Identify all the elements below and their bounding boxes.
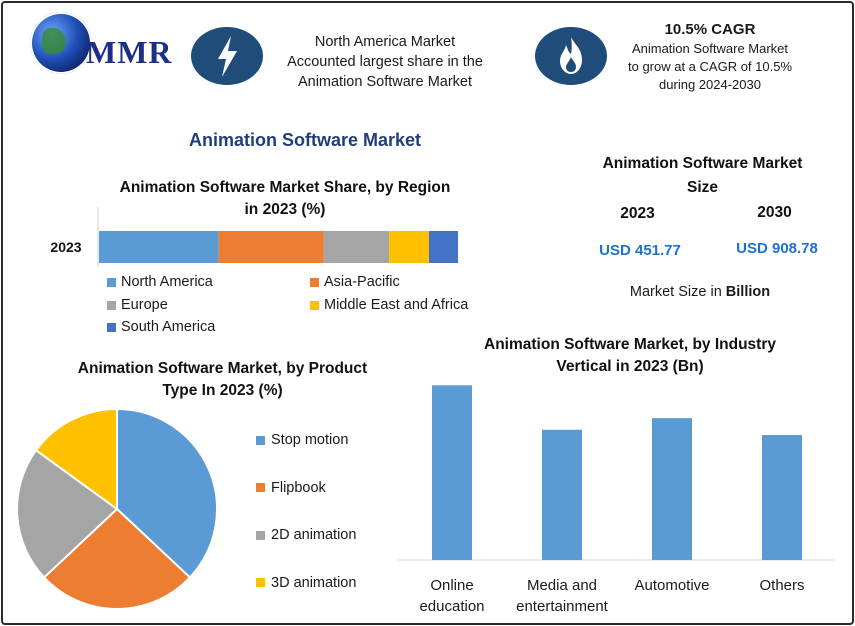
legend-item-2d-animation: 2D animation	[256, 527, 356, 543]
pie-slice-stop-motion	[116, 407, 218, 579]
legend-item-middle-east-africa: Middle East and Africa	[310, 297, 468, 313]
category-label-online-education: Online	[430, 577, 473, 594]
south-america-swatch	[107, 322, 116, 332]
3d-animation-swatch	[256, 578, 265, 587]
product-pie-chart	[16, 407, 218, 610]
cagr-title: 10.5% CAGR	[664, 21, 756, 38]
europe-swatch	[107, 300, 116, 310]
lightning-icon	[191, 27, 263, 85]
bar-segment-middle-east-and-africa	[389, 231, 429, 263]
industry-bar-chart: Online education Media and entertainment Aut…	[397, 385, 835, 612]
legend-item-north-america: North America	[107, 274, 213, 290]
legend-item-europe: Europe	[107, 297, 168, 313]
bar-media-and-entertainment	[542, 429, 582, 560]
region-stacked-bar-chart: 2023	[50, 207, 458, 267]
bar-segment-asia-pacific	[218, 231, 324, 263]
category-label-2023: 2023	[50, 239, 81, 255]
category-label-media-and-entertainment: Media and	[527, 577, 597, 594]
logo-text: MMR	[86, 34, 173, 70]
product-chart-title: Animation Software Market, by Product Ty…	[77, 360, 368, 399]
asia-pacific-swatch	[310, 277, 319, 287]
bar-segment-south-america	[428, 231, 458, 263]
cagr-block: 10.5% CAGR Animation Software Market to …	[605, 20, 815, 94]
legend-item-stop-motion: Stop motion	[256, 432, 348, 448]
logo-globe-icon	[30, 12, 92, 74]
bar-automotive	[652, 418, 692, 560]
legend-item-3d-animation: 3D animation	[256, 575, 356, 591]
market-size-unit-note: Market Size in Billion	[629, 284, 771, 300]
legend-label: 3D animation	[271, 574, 357, 591]
category-label-online-education: education	[419, 598, 484, 612]
north-america-note: North America Market Accounted largest s…	[287, 34, 483, 90]
stop-motion-swatch	[256, 435, 265, 445]
legend-item-south-america: South America	[107, 319, 215, 335]
market-size-2030-value: USD 908.78	[736, 240, 818, 257]
region-chart-title: Animation Software Market Share, by Regi…	[119, 179, 451, 218]
flame-icon	[535, 27, 607, 85]
pie-slice-3d-animation	[34, 407, 118, 511]
category-label-automotive: Automotive	[634, 577, 709, 594]
pie-slice-flipbook	[42, 507, 192, 610]
market-size-title: Animation Software Market Size	[602, 155, 803, 196]
bar-online-education	[432, 385, 472, 560]
bar-segment-north-america	[99, 231, 219, 263]
year-2023-label: 2023	[620, 205, 655, 222]
industry-chart-title: Animation Software Market, by Industry V…	[484, 336, 776, 375]
legend-label: 2D animation	[271, 527, 357, 543]
main-title: Animation Software Market	[188, 130, 422, 150]
bar-others	[762, 435, 802, 560]
north-america-swatch	[107, 277, 116, 287]
2d-animation-swatch	[256, 530, 265, 540]
category-label-others: Others	[759, 577, 804, 594]
flipbook-swatch	[256, 483, 265, 492]
market-size-2023-value: USD 451.77	[599, 242, 681, 259]
middle-east-africa-swatch	[310, 300, 319, 310]
legend-item-flipbook: Flipbook	[256, 480, 326, 496]
legend-label: Stop motion	[271, 432, 349, 448]
bar-segment-europe	[323, 231, 390, 263]
category-label-media-and-entertainment: entertainment	[516, 598, 609, 612]
legend-item-asia-pacific: Asia-Pacific	[310, 274, 400, 290]
year-2030-label: 2030	[757, 204, 792, 221]
legend-label: Flipbook	[271, 479, 326, 496]
pie-slice-2d-animation	[16, 448, 119, 579]
